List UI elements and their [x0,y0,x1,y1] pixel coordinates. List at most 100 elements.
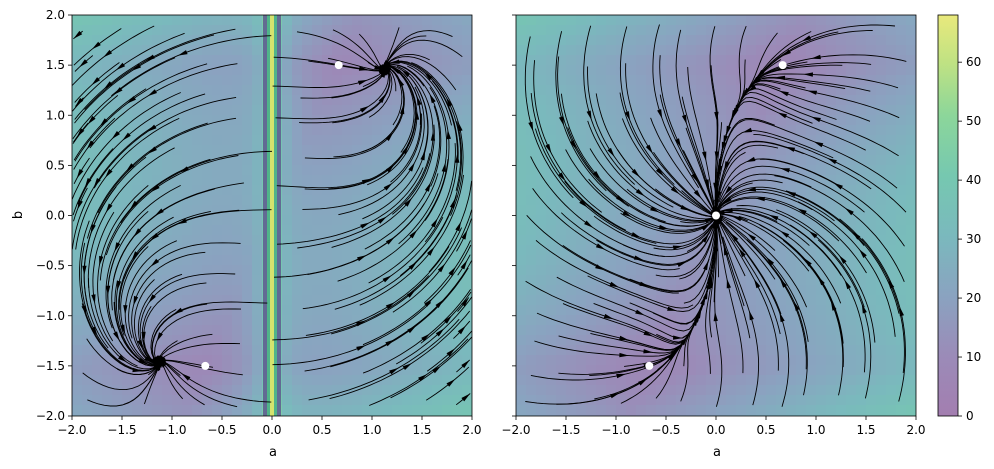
heatmap-cell [896,215,907,226]
heatmap-cell [442,245,453,256]
heatmap-cell [212,95,223,106]
heatmap-cell [292,195,303,206]
heatmap-cell [422,55,433,66]
heatmap-cell [152,345,163,356]
heatmap-cell [372,255,383,266]
heatmap-cell [322,195,333,206]
heatmap-cell [846,195,857,206]
streamline-arrow [424,182,431,192]
heatmap-cell [746,215,757,226]
heatmap-cell [452,385,463,396]
heatmap-cell [876,145,887,156]
heatmap-cell [546,185,557,196]
heatmap-cell [302,25,313,36]
heatmap-cell [736,375,747,386]
heatmap-cell [856,405,867,416]
heatmap-cell [746,145,757,156]
heatmap-cell [102,15,113,26]
heatmap-cell [242,115,253,126]
streamline-arrow [144,356,154,364]
heatmap-cell [526,355,537,366]
heatmap-cell [856,205,867,216]
heatmap-cell [516,395,527,406]
heatmap-cell [182,265,193,276]
heatmap-cell [142,395,153,406]
heatmap-cell [462,315,472,326]
heatmap-cell [202,215,213,226]
heatmap-cell [202,35,213,46]
heatmap-cell [242,175,253,186]
heatmap-cell [92,55,103,66]
heatmap-cell [626,15,637,26]
heatmap-cell [72,165,83,176]
streamline-arrow [786,191,796,197]
heatmap-cell [576,25,587,36]
heatmap-cell [816,395,827,406]
heatmap-cell [646,45,657,56]
heatmap-cell [402,155,413,166]
heatmap-cell [322,255,333,266]
heatmap-cell [332,185,343,196]
heatmap-cell [402,65,413,76]
heatmap-cell [292,125,303,136]
streamline-arrow [691,173,698,183]
heatmap-cell [696,25,707,36]
heatmap-cell [566,275,577,286]
heatmap-cell [736,85,747,96]
heatmap-cell [896,245,907,256]
x-tick-label: −2.0 [57,423,86,437]
heatmap-cell [826,405,837,416]
heatmap-cell [372,135,383,146]
heatmap-cell [212,275,223,286]
heatmap-cell [82,365,93,376]
heatmap-cell [412,325,423,336]
heatmap-cell [332,195,343,206]
heatmap-cell [846,125,857,136]
heatmap-cell [72,295,83,306]
heatmap-cell [706,325,717,336]
heatmap-cell [142,285,153,296]
streamline-arrow [408,162,415,172]
heatmap-cell [112,85,123,96]
heatmap-cell [676,55,687,66]
heatmap-cell [102,225,113,236]
heatmap-cell [132,415,143,416]
streamline-arrow [753,278,761,289]
heatmap-cell [132,275,143,286]
heatmap-cell [112,295,123,306]
heatmap-cell [222,55,233,66]
heatmap-cell [162,255,173,266]
heatmap-cell [202,255,213,266]
heatmap-cell [686,105,697,116]
heatmap-cell [212,235,223,246]
heatmap-cell [676,415,687,416]
heatmap-cell [536,55,547,66]
heatmap-cell [836,105,847,116]
heatmap-cell [736,75,747,86]
heatmap-cell [636,275,647,286]
heatmap-cell [372,375,383,386]
heatmap-cell [192,85,203,96]
heatmap-cell [606,125,617,136]
heatmap-cell [412,395,423,406]
heatmap-cell [826,355,837,366]
heatmap-cell [856,345,867,356]
heatmap-cell [412,45,423,56]
heatmap-cell [796,395,807,406]
heatmap-cell [412,315,423,326]
heatmap-cell [626,185,637,196]
heatmap-cell [606,215,617,226]
heatmap-cell [886,55,897,66]
heatmap-cell [242,325,253,336]
heatmap-cell [202,265,213,276]
heatmap-cell [132,25,143,36]
heatmap-cell [342,35,353,46]
heatmap-cell [252,225,263,236]
heatmap-cell [596,245,607,256]
heatmap-cell [432,265,443,276]
heatmap-cell [726,55,737,66]
heatmap-cell [252,395,263,406]
heatmap-cell [362,405,373,416]
streamline-arrow [446,348,456,357]
heatmap-cell [846,325,857,336]
